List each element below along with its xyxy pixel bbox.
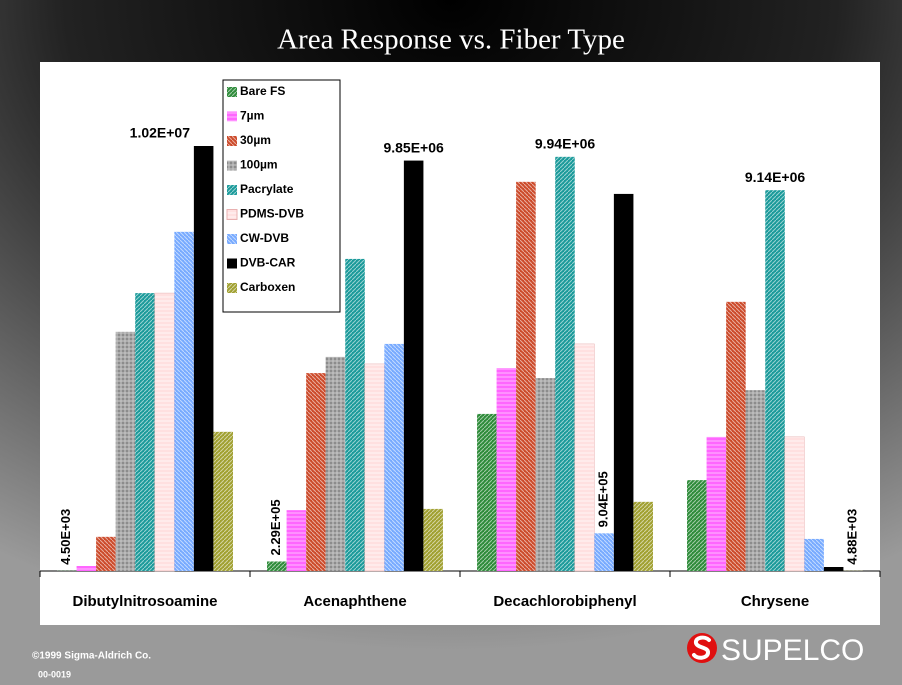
legend: Bare FS 7µm 30µm 100µm Pacrylate PDMS-DVB CW-D…: [222, 79, 341, 313]
legend-label: DVB-CAR: [240, 256, 296, 270]
data-label: 9.94E+06: [535, 136, 596, 152]
legend-swatch: [227, 234, 237, 244]
data-label: 9.14E+06: [745, 169, 806, 185]
bar: [594, 533, 614, 571]
bar: [364, 363, 385, 572]
bar: [423, 508, 443, 571]
legend-label: Pacrylate: [240, 182, 294, 196]
bar: [706, 436, 727, 571]
data-label: 9.04E+05: [596, 471, 611, 527]
bar: [784, 436, 805, 572]
data-label: 4.88E+03: [845, 509, 860, 565]
data-label: 2.29E+05: [268, 499, 283, 555]
legend-label: Bare FS: [240, 84, 285, 98]
bar: [574, 343, 595, 572]
logo-s: [692, 635, 711, 660]
data-label: 9.85E+06: [383, 139, 444, 155]
bar: [613, 193, 634, 571]
bar: [496, 368, 517, 571]
bar: [76, 566, 97, 571]
legend-label: 7µm: [240, 109, 264, 123]
bar: [154, 292, 175, 572]
copyright: ©1999 Sigma-Aldrich Co.: [32, 651, 151, 662]
bar: [726, 301, 746, 571]
bar: [403, 160, 424, 572]
data-label: 4.50E+03: [58, 509, 73, 565]
legend-swatch: [227, 258, 237, 269]
bar: [325, 356, 346, 571]
bar: [555, 156, 575, 572]
bar: [804, 538, 824, 571]
bar: [516, 181, 536, 572]
bar: [135, 293, 155, 571]
legend-box: [222, 79, 341, 313]
bar: [213, 431, 233, 571]
legend-label: Carboxen: [240, 280, 295, 294]
legend-label: 100µm: [240, 158, 278, 172]
legend-swatch: [227, 160, 237, 171]
legend-label: PDMS-DVB: [240, 207, 304, 221]
legend-label: 30µm: [240, 133, 271, 147]
logo: SUPELCO: [687, 633, 864, 667]
legend-swatch: [227, 283, 237, 293]
bar: [384, 343, 404, 571]
bar: [823, 567, 844, 571]
chart-title: Area Response vs. Fiber Type: [277, 24, 625, 56]
bar: [745, 390, 766, 571]
bar: [345, 258, 365, 571]
x-tick-label: Chrysene: [741, 593, 809, 610]
legend-swatch: [226, 209, 238, 220]
bar: [765, 190, 785, 571]
bar: [535, 378, 556, 571]
bar: [477, 413, 497, 571]
data-label: 1.02E+07: [130, 125, 191, 141]
legend-swatch: [227, 185, 237, 195]
legend-label: CW-DVB: [240, 231, 289, 245]
x-tick-label: Dibutylnitrosoamine: [72, 593, 217, 610]
bar: [193, 146, 214, 571]
legend-swatch: [227, 111, 237, 122]
x-tick-label: Decachlorobiphenyl: [493, 593, 636, 610]
legend-swatch: [227, 136, 237, 146]
bar: [96, 536, 116, 571]
bar: [267, 561, 287, 571]
code: 00-0019: [38, 669, 71, 679]
bar: [286, 510, 307, 571]
bar: [687, 480, 707, 571]
x-tick-label: Acenaphthene: [303, 593, 406, 610]
bar: [174, 231, 194, 572]
bar: [306, 373, 326, 571]
bar: [633, 501, 653, 571]
legend-swatch: [227, 87, 237, 97]
logo-text: SUPELCO: [721, 634, 864, 667]
bar: [115, 331, 136, 571]
